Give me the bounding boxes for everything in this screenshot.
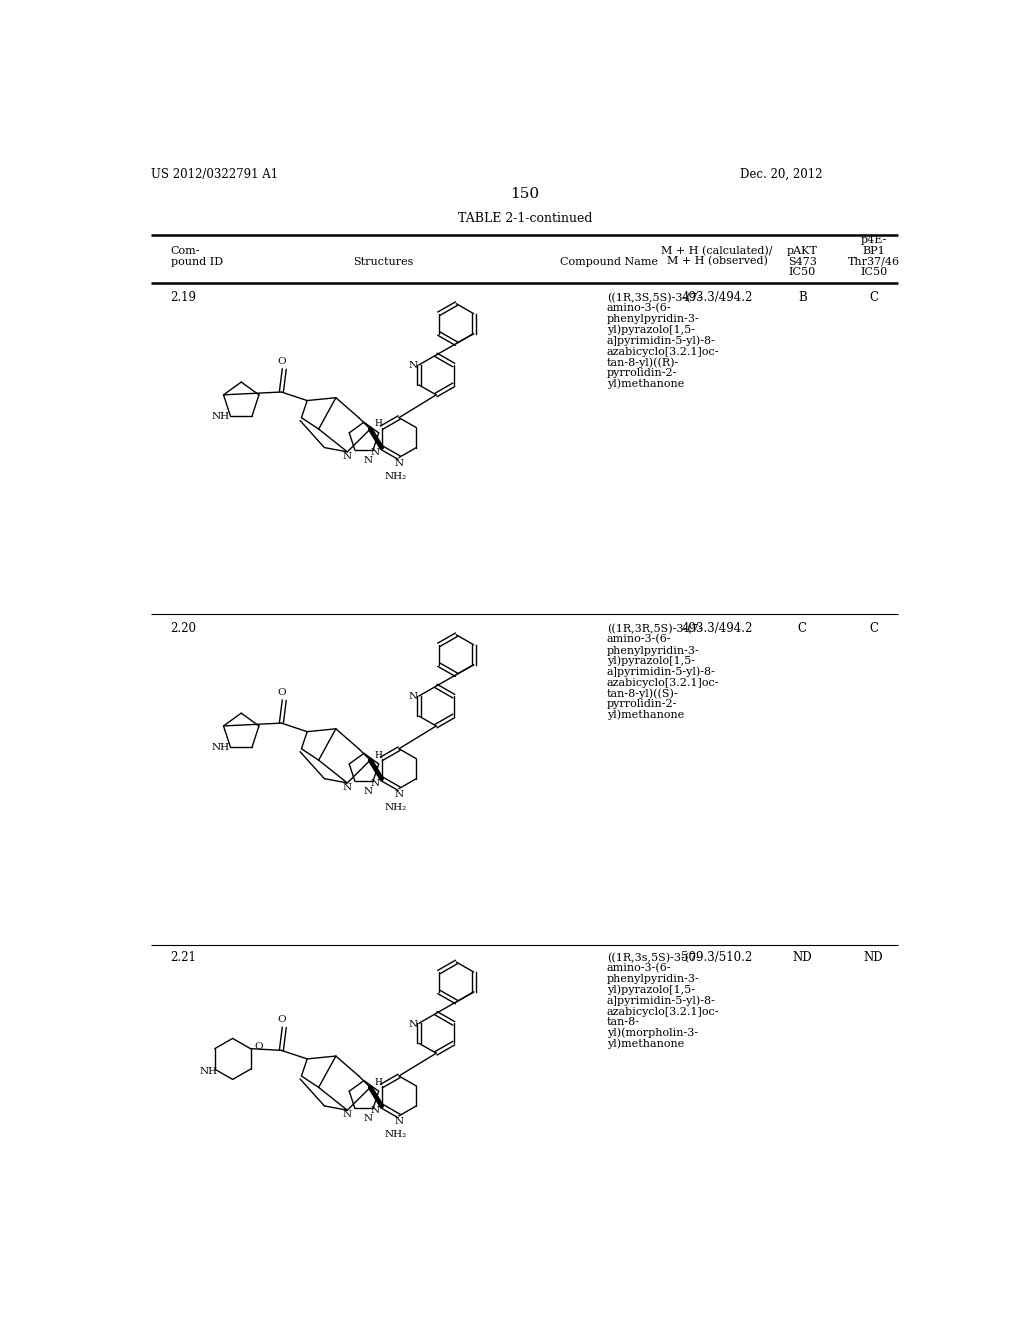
Text: ND: ND xyxy=(863,950,884,964)
Text: yl)methanone: yl)methanone xyxy=(607,710,684,721)
Text: yl)methanone: yl)methanone xyxy=(607,1039,684,1049)
Text: yl)pyrazolo[1,5-: yl)pyrazolo[1,5- xyxy=(607,656,695,667)
Text: N: N xyxy=(342,783,351,792)
Text: 493.3/494.2: 493.3/494.2 xyxy=(681,622,753,635)
Text: p4E-: p4E- xyxy=(860,235,887,246)
Text: N: N xyxy=(394,1117,403,1126)
Text: IC50: IC50 xyxy=(860,268,887,277)
Text: Compound Name: Compound Name xyxy=(559,256,657,267)
Text: M + H (calculated)/: M + H (calculated)/ xyxy=(662,246,773,256)
Text: pyrrolidin-2-: pyrrolidin-2- xyxy=(607,368,677,379)
Text: pound ID: pound ID xyxy=(171,256,223,267)
Text: pyrrolidin-2-: pyrrolidin-2- xyxy=(607,700,677,709)
Text: 493.3/494.2: 493.3/494.2 xyxy=(681,290,753,304)
Text: N: N xyxy=(342,1110,351,1119)
Text: N: N xyxy=(394,459,403,467)
Text: N: N xyxy=(342,451,351,461)
Text: azabicyclo[3.2.1]oc-: azabicyclo[3.2.1]oc- xyxy=(607,678,720,688)
Text: amino-3-(6-: amino-3-(6- xyxy=(607,304,672,314)
Text: BP1: BP1 xyxy=(862,246,885,256)
Text: a]pyrimidin-5-yl)-8-: a]pyrimidin-5-yl)-8- xyxy=(607,995,716,1006)
Text: tan-8-: tan-8- xyxy=(607,1018,640,1027)
Text: H: H xyxy=(375,420,382,429)
Text: 2.21: 2.21 xyxy=(171,950,197,964)
Text: N: N xyxy=(371,1106,380,1115)
Text: NH₂: NH₂ xyxy=(385,803,408,812)
Text: 2.19: 2.19 xyxy=(171,290,197,304)
Text: N: N xyxy=(409,1019,417,1028)
Text: ND: ND xyxy=(793,950,812,964)
Text: C: C xyxy=(869,622,878,635)
Text: 150: 150 xyxy=(510,187,540,202)
Text: S473: S473 xyxy=(787,256,817,267)
Text: ((1R,3S,5S)-3-(7-: ((1R,3S,5S)-3-(7- xyxy=(607,293,701,302)
Text: Thr37/46: Thr37/46 xyxy=(848,256,900,267)
Text: yl)pyrazolo[1,5-: yl)pyrazolo[1,5- xyxy=(607,325,695,335)
Text: azabicyclo[3.2.1]oc-: azabicyclo[3.2.1]oc- xyxy=(607,1007,720,1016)
Text: C: C xyxy=(798,622,807,635)
Text: NH₂: NH₂ xyxy=(385,471,408,480)
Text: 2.20: 2.20 xyxy=(171,622,197,635)
Text: O: O xyxy=(278,1015,287,1024)
Text: NH: NH xyxy=(212,412,229,421)
Text: N: N xyxy=(394,789,403,799)
Text: N: N xyxy=(409,362,417,371)
Text: N: N xyxy=(371,447,380,457)
Text: O: O xyxy=(278,688,287,697)
Text: tan-8-yl)((S)-: tan-8-yl)((S)- xyxy=(607,688,679,698)
Text: N: N xyxy=(371,779,380,788)
Text: TABLE 2-1-continued: TABLE 2-1-continued xyxy=(458,211,592,224)
Text: yl)methanone: yl)methanone xyxy=(607,379,684,389)
Text: H: H xyxy=(375,1077,382,1086)
Text: phenylpyridin-3-: phenylpyridin-3- xyxy=(607,645,699,656)
Text: C: C xyxy=(869,290,878,304)
Text: tan-8-yl)((R)-: tan-8-yl)((R)- xyxy=(607,356,679,367)
Text: a]pyrimidin-5-yl)-8-: a]pyrimidin-5-yl)-8- xyxy=(607,667,716,677)
Text: ((1R,3s,5S)-3-(7-: ((1R,3s,5S)-3-(7- xyxy=(607,953,699,962)
Text: N: N xyxy=(364,787,373,796)
Text: N: N xyxy=(409,693,417,701)
Text: IC50: IC50 xyxy=(788,268,816,277)
Text: amino-3-(6-: amino-3-(6- xyxy=(607,964,672,974)
Text: azabicyclo[3.2.1]oc-: azabicyclo[3.2.1]oc- xyxy=(607,347,720,356)
Text: a]pyrimidin-5-yl)-8-: a]pyrimidin-5-yl)-8- xyxy=(607,335,716,346)
Text: B: B xyxy=(798,290,807,304)
Text: NH: NH xyxy=(212,743,229,752)
Text: NH: NH xyxy=(200,1068,217,1076)
Text: O: O xyxy=(254,1041,263,1051)
Text: Dec. 20, 2012: Dec. 20, 2012 xyxy=(740,168,822,181)
Text: M + H (observed): M + H (observed) xyxy=(667,256,767,267)
Text: N: N xyxy=(364,455,373,465)
Text: N: N xyxy=(364,1114,373,1123)
Text: yl)pyrazolo[1,5-: yl)pyrazolo[1,5- xyxy=(607,985,695,995)
Text: NH₂: NH₂ xyxy=(385,1130,408,1139)
Text: Com-: Com- xyxy=(171,246,200,256)
Text: ((1R,3R,5S)-3-(7-: ((1R,3R,5S)-3-(7- xyxy=(607,623,702,634)
Text: phenylpyridin-3-: phenylpyridin-3- xyxy=(607,314,699,325)
Text: yl)(morpholin-3-: yl)(morpholin-3- xyxy=(607,1028,698,1039)
Text: phenylpyridin-3-: phenylpyridin-3- xyxy=(607,974,699,985)
Text: 509.3/510.2: 509.3/510.2 xyxy=(681,950,753,964)
Text: H: H xyxy=(375,751,382,759)
Text: US 2012/0322791 A1: US 2012/0322791 A1 xyxy=(152,168,279,181)
Text: amino-3-(6-: amino-3-(6- xyxy=(607,635,672,644)
Text: O: O xyxy=(278,356,287,366)
Text: Structures: Structures xyxy=(353,256,414,267)
Text: pAKT: pAKT xyxy=(786,246,818,256)
